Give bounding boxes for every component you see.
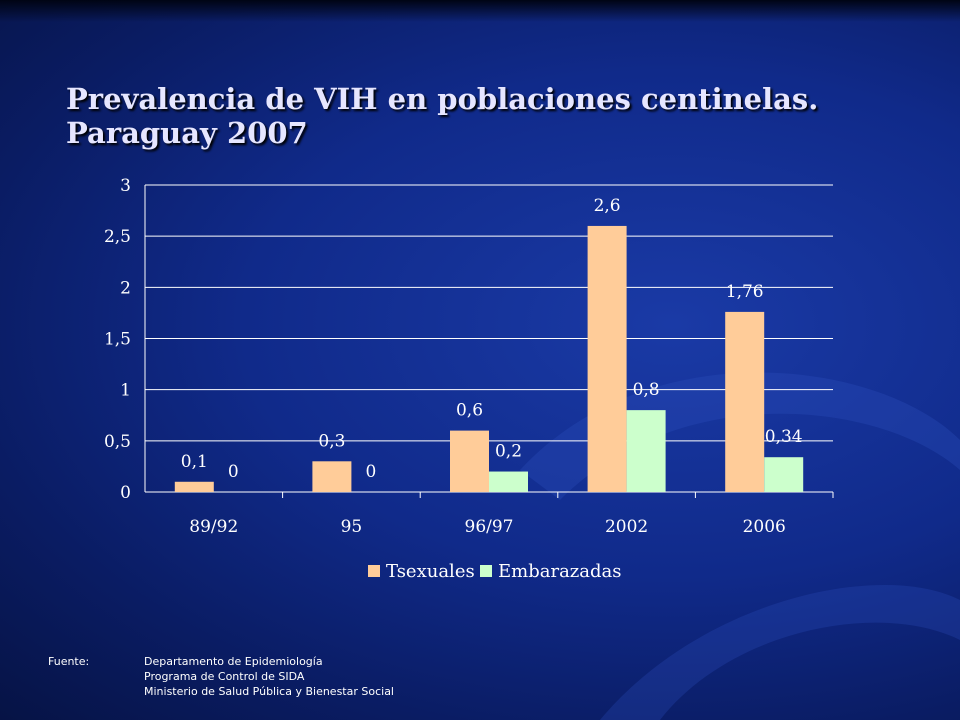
top-shade: [0, 0, 960, 22]
x-tick-label: 95: [341, 517, 363, 537]
bar-tsexuales: [587, 225, 627, 492]
source-key: Fuente:: [48, 655, 90, 668]
data-label: 1,76: [726, 282, 764, 302]
data-label: 0,34: [765, 427, 803, 447]
legend-swatch-embarazadas: [480, 565, 492, 577]
x-tick-label: 2006: [743, 517, 786, 537]
source-line-3: Ministerio de Salud Pública y Bienestar …: [144, 685, 394, 698]
bar-embarazadas: [489, 471, 528, 492]
source-lines: Departamento de Epidemiología Programa d…: [144, 654, 394, 699]
legend-label: Embarazadas: [498, 561, 622, 582]
y-tick-label: 1: [120, 381, 131, 401]
bar-tsexuales: [174, 481, 214, 492]
page-title: Prevalencia de VIH en poblaciones centin…: [66, 82, 906, 150]
data-label: 0: [228, 462, 239, 482]
title-line-2: Paraguay 2007: [66, 116, 308, 150]
bar-tsexuales: [450, 430, 489, 492]
data-label: 0,3: [318, 431, 345, 451]
legend-label: Tsexuales: [386, 561, 475, 582]
data-label: 2,6: [594, 196, 621, 216]
y-tick-label: 2,5: [104, 227, 131, 247]
data-label: 0,8: [633, 380, 660, 400]
y-tick-label: 0,5: [104, 432, 131, 452]
x-tick-label: 2002: [605, 517, 648, 537]
y-tick-label: 1,5: [104, 330, 131, 350]
bar-embarazadas: [764, 457, 804, 492]
bar-tsexuales: [312, 461, 352, 492]
bar-embarazadas: [626, 410, 666, 492]
source-line-1: Departamento de Epidemiología: [144, 655, 323, 668]
y-tick-label: 0: [120, 483, 131, 503]
data-label: 0,6: [456, 401, 483, 421]
bar-tsexuales: [725, 311, 765, 492]
title-line-1: Prevalencia de VIH en poblaciones centin…: [66, 82, 819, 116]
y-tick-label: 2: [120, 278, 131, 298]
x-tick-label: 89/92: [189, 517, 238, 537]
data-label: 0,2: [495, 442, 522, 462]
data-label: 0,1: [181, 452, 208, 472]
x-tick-label: 96/97: [465, 517, 514, 537]
data-label: 0: [365, 462, 376, 482]
source-line-2: Programa de Control de SIDA: [144, 670, 305, 683]
legend-swatch-tsexuales: [368, 565, 380, 577]
y-tick-label: 3: [120, 176, 131, 196]
